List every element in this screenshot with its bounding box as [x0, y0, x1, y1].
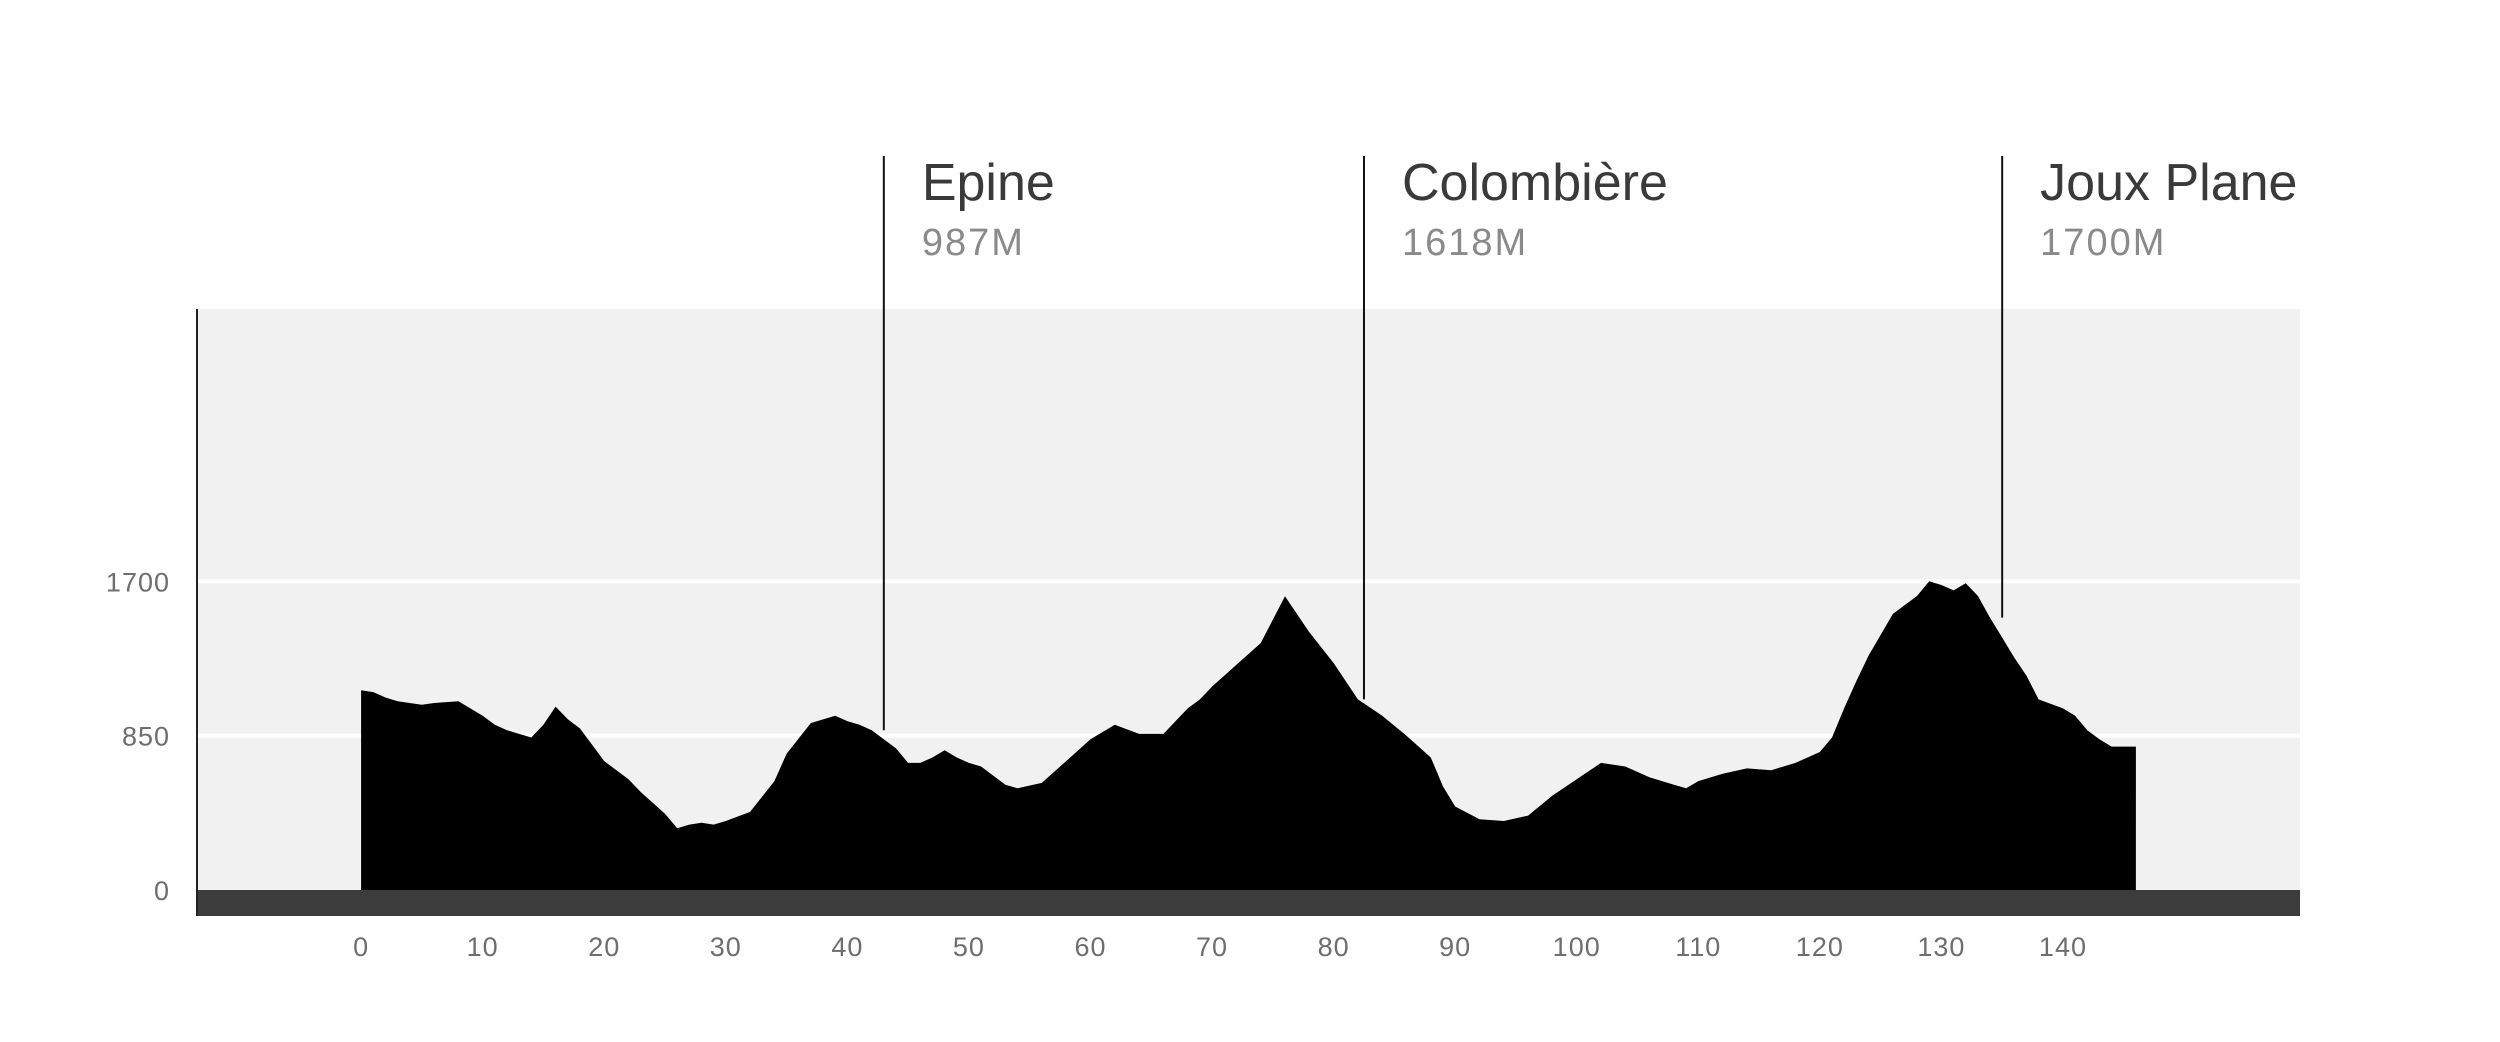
- x-tick-label: 90: [1439, 932, 1471, 962]
- y-tick-label: 850: [122, 722, 170, 752]
- x-tick-label: 30: [710, 932, 742, 962]
- baseline-bar: [197, 890, 2300, 916]
- summit-altitude: 1618M: [1402, 222, 1528, 264]
- x-tick-label: 110: [1675, 932, 1721, 962]
- x-tick-label: 70: [1196, 932, 1228, 962]
- x-axis-tick-labels: 0 10 20 30 40 50 60 70 80 90 100 110 120 130 140: [353, 932, 2087, 962]
- summit-name: Joux Plane: [2040, 154, 2297, 212]
- x-tick-label: 20: [588, 932, 620, 962]
- x-tick-label: 140: [2039, 932, 2087, 962]
- elevation-profile-area: [361, 581, 2136, 890]
- y-axis-tick-labels: 0 850 1700: [106, 567, 170, 906]
- summit-name: Colombière: [1402, 154, 1668, 212]
- x-tick-label: 40: [831, 932, 863, 962]
- x-tick-label: 80: [1318, 932, 1350, 962]
- x-tick-label: 50: [953, 932, 985, 962]
- x-tick-label: 60: [1074, 932, 1106, 962]
- summit-name: Epine: [922, 154, 1055, 212]
- x-tick-label: 100: [1553, 932, 1601, 962]
- y-tick-label: 1700: [106, 567, 170, 597]
- summit-marker: Joux Plane 1700M: [2001, 154, 2297, 618]
- x-tick-label: 0: [353, 932, 369, 962]
- x-tick-label: 120: [1796, 932, 1844, 962]
- summit-marker: Epine 987M: [882, 154, 1055, 731]
- summit-annotations: Epine 987M Colombière 1618M Joux Plane 1700M: [882, 154, 2297, 731]
- summit-altitude: 987M: [922, 222, 1025, 264]
- summit-altitude: 1700M: [2040, 222, 2166, 264]
- x-tick-label: 10: [467, 932, 499, 962]
- y-tick-label: 0: [154, 876, 170, 906]
- summit-marker: Colombière 1618M: [1362, 154, 1668, 700]
- x-tick-label: 130: [1917, 932, 1965, 962]
